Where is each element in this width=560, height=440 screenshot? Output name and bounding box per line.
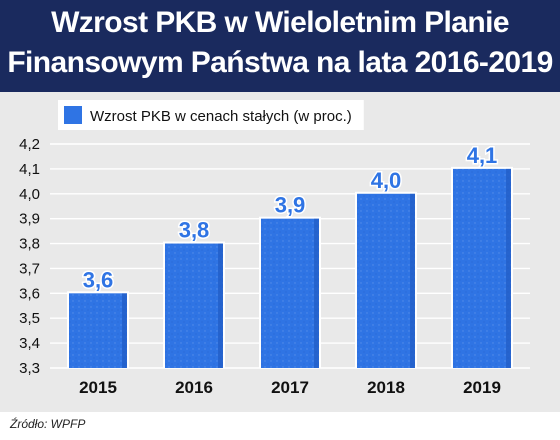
x-tick-label: 2016 <box>175 378 213 397</box>
bar-edge-shade <box>314 218 319 368</box>
legend-label: Wzrost PKB w cenach stałych (w proc.) <box>90 108 352 125</box>
bar-texture <box>453 168 511 368</box>
bar-edge-shade <box>122 293 127 368</box>
bar-edge-shade <box>506 168 511 368</box>
bar-texture <box>165 243 223 368</box>
data-label: 3,9 <box>275 193 306 218</box>
y-tick-label: 3,4 <box>19 335 40 352</box>
bar-texture <box>69 293 127 368</box>
legend-swatch <box>64 106 82 124</box>
chart-title-line-2: Finansowym Państwa na lata 2016-2019 <box>7 46 553 79</box>
y-tick-label: 3,9 <box>19 211 40 228</box>
bar-texture <box>261 218 319 368</box>
x-tick-label: 2018 <box>367 378 405 397</box>
y-tick-label: 4,1 <box>19 161 40 178</box>
legend-box <box>58 100 364 130</box>
y-tick-label: 3,3 <box>19 360 40 377</box>
y-tick-label: 4,0 <box>19 186 40 203</box>
legend: Wzrost PKB w cenach stałych (w proc.) <box>58 100 364 130</box>
data-label: 3,8 <box>179 218 210 243</box>
y-tick-label: 3,6 <box>19 285 40 302</box>
chart-header: Wzrost PKB w Wieloletnim Planie Finansow… <box>0 0 560 92</box>
y-tick-label: 3,8 <box>19 236 40 253</box>
bar-edge-shade <box>218 243 223 368</box>
y-axis-tick-labels: 3,3 3,4 3,5 3,6 3,7 3,8 3,9 4,0 4,1 4,2 <box>19 136 40 377</box>
bars <box>67 166 513 368</box>
bar-edge-shade <box>410 193 415 368</box>
x-tick-label: 2019 <box>463 378 501 397</box>
data-label: 3,6 <box>83 267 114 292</box>
y-tick-label: 3,5 <box>19 310 40 327</box>
y-tick-label: 3,7 <box>19 260 40 277</box>
x-axis-tick-labels: 2015 2016 2017 2018 2019 <box>79 378 501 397</box>
y-tick-label: 4,2 <box>19 136 40 153</box>
data-label: 4,0 <box>371 168 402 193</box>
bar-texture <box>357 193 415 368</box>
x-tick-label: 2015 <box>79 378 117 397</box>
source-note: Źródło: WPFP <box>10 417 86 431</box>
data-label: 4,1 <box>467 143 498 168</box>
chart-title-line-1: Wzrost PKB w Wieloletnim Planie <box>51 6 509 39</box>
x-tick-label: 2017 <box>271 378 309 397</box>
data-labels: 3,6 3,8 3,9 4,0 4,1 <box>81 141 499 293</box>
